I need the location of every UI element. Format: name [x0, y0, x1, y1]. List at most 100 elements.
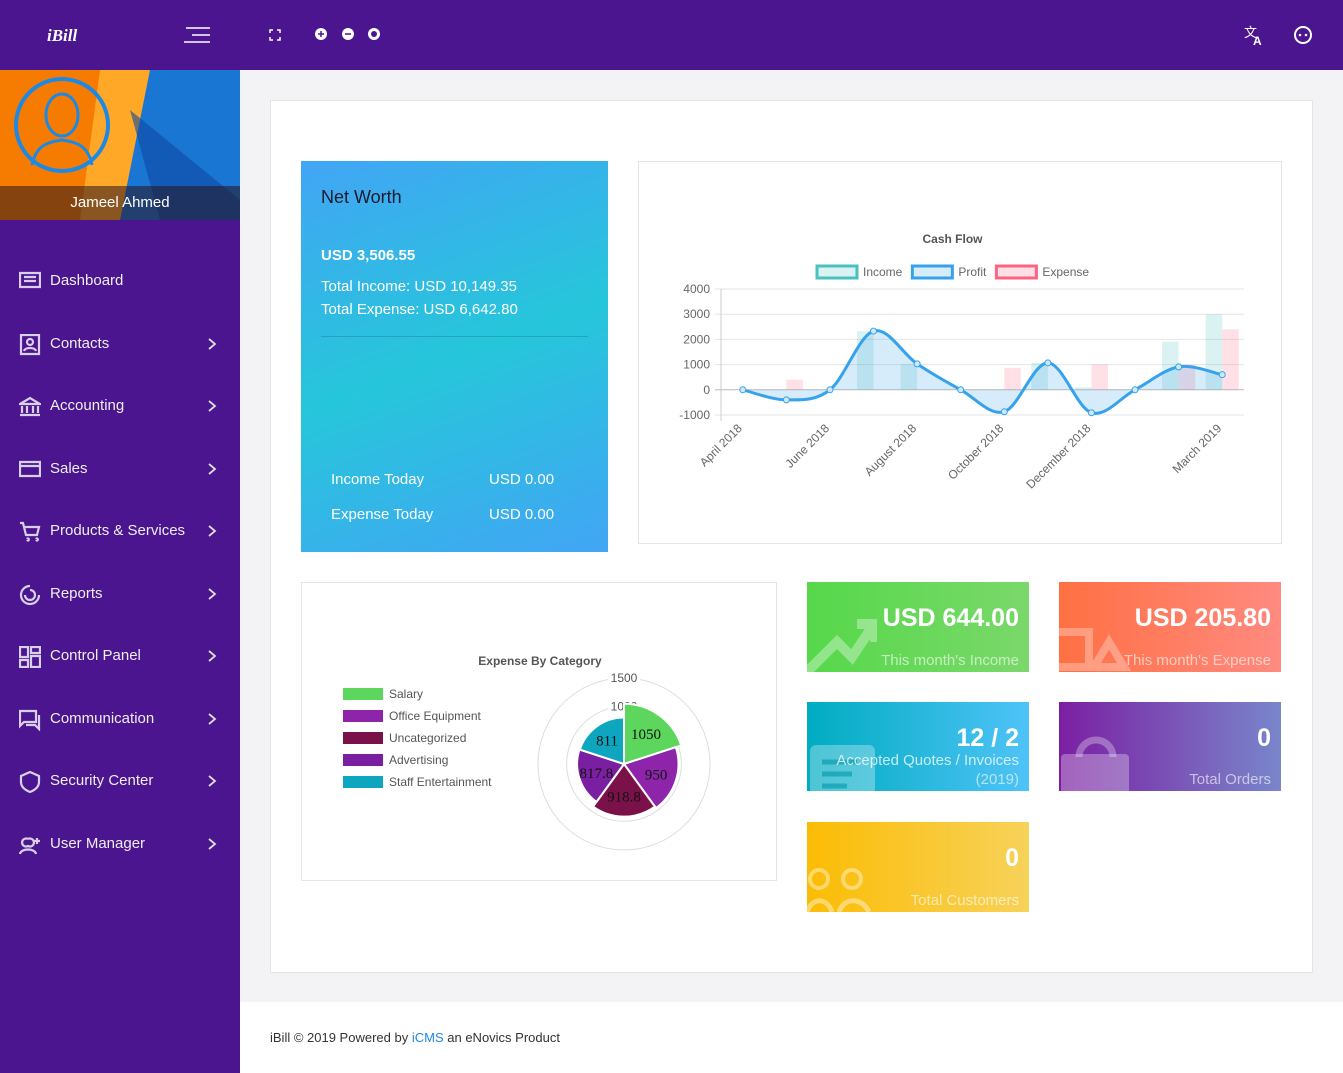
sector	[578, 716, 625, 766]
r-tick-label: 1500	[611, 671, 638, 685]
point	[957, 386, 965, 394]
submenu-arrow	[208, 525, 217, 537]
stat-icon	[1059, 628, 1132, 671]
menu-icon	[19, 396, 41, 417]
legend-label: Advertising	[389, 753, 448, 767]
menu-icon	[19, 333, 41, 355]
bar	[856, 331, 874, 390]
menu-icon	[19, 460, 41, 477]
menu-toggle[interactable]	[182, 26, 212, 46]
bar	[1004, 367, 1021, 390]
language-icon[interactable]: 文A	[1244, 25, 1266, 47]
menu-item[interactable]: Security Center	[0, 761, 240, 801]
menu-label[interactable]: Products & Services	[50, 522, 186, 539]
profile-banner	[0, 70, 240, 220]
stat-value: USD 644.00	[882, 604, 1019, 632]
total-expense: Total Expense: USD 6,642.80	[321, 301, 518, 318]
total-income: Total Income: USD 10,149.35	[321, 278, 517, 295]
point	[782, 396, 790, 404]
chart-title: Expense By Category	[478, 654, 602, 668]
footer-suffix: an eNovics Product	[447, 1030, 560, 1045]
user-name: Jameel Ahmed	[70, 194, 170, 211]
submenu-arrow	[208, 337, 217, 350]
stat-card: 12 / 2 Accepted Quotes / Invoices (2019)	[807, 702, 1029, 791]
menu-icon	[19, 771, 41, 793]
legend-swatch	[343, 688, 383, 700]
menu-item[interactable]: Reports	[0, 574, 240, 614]
point	[870, 327, 878, 335]
menu-item[interactable]: User Manager	[0, 824, 240, 864]
menu-label[interactable]: User Manager	[50, 834, 146, 852]
zoom-icons[interactable]	[313, 27, 383, 43]
point	[913, 360, 921, 368]
stat-icon	[807, 619, 877, 672]
legend-swatch	[994, 264, 1038, 280]
submenu-arrow	[208, 775, 217, 787]
menu-item[interactable]: Sales	[0, 449, 240, 489]
menu-label[interactable]: Security Center	[50, 772, 154, 789]
stat-label: Accepted Quotes / Invoices	[836, 752, 1019, 769]
legend-label: Expense	[1042, 265, 1089, 279]
menu-label[interactable]: Contacts	[50, 334, 110, 352]
x-tick-label: April 2018	[697, 421, 745, 469]
menu-icon	[19, 836, 40, 854]
stat-sublabel: (2019)	[975, 771, 1019, 788]
y-tick-label: 3000	[683, 307, 710, 321]
stat-label: This month's Income	[881, 652, 1019, 669]
y-tick-label: 4000	[683, 282, 710, 296]
menu-label[interactable]: Sales	[50, 459, 88, 477]
legend-swatch	[343, 732, 383, 744]
fullscreen-icon[interactable]	[268, 28, 282, 42]
stat-card: USD 205.80 This month's Expense	[1059, 582, 1281, 672]
menu-label[interactable]: Communication	[50, 709, 155, 727]
menu-label[interactable]: Control Panel	[50, 647, 141, 664]
data-label: 918.8	[607, 790, 641, 806]
legend-label: Salary	[389, 687, 423, 701]
legend-label: Income	[863, 265, 903, 279]
data-label: 811	[596, 734, 618, 750]
menu-item[interactable]: Contacts	[0, 324, 240, 364]
bar	[1162, 341, 1179, 390]
bar	[1178, 364, 1196, 390]
bar	[900, 363, 918, 390]
chart-title: Cash Flow	[922, 232, 983, 246]
submenu-arrow	[208, 462, 217, 475]
net-worth-card: Net Worth USD 3,506.55 Total Income: USD…	[301, 161, 608, 552]
menu-item[interactable]: Communication	[0, 699, 240, 739]
legend-swatch	[815, 264, 859, 280]
stat-label: This month's Expense	[1123, 652, 1271, 669]
income-today: USD 0.00	[489, 471, 555, 488]
legend-label: Office Equipment	[389, 709, 481, 723]
bar	[786, 379, 803, 390]
menu-item[interactable]: Accounting	[0, 386, 240, 426]
point	[1044, 359, 1052, 367]
menu-icon	[19, 584, 41, 605]
legend-swatch	[343, 710, 383, 722]
point	[826, 386, 834, 394]
stat-value: 0	[1005, 844, 1019, 872]
profile-icon[interactable]	[1293, 25, 1313, 45]
card-title: Net Worth	[321, 187, 402, 207]
menu-item[interactable]: Dashboard	[0, 261, 240, 301]
menu-icon	[20, 521, 41, 542]
legend-label: Uncategorized	[389, 731, 466, 745]
cash-flow-card: Cash Flow Income Profit Expense -1000 0 1000 20…	[638, 161, 1282, 544]
menu-icon	[19, 271, 41, 289]
menu-item[interactable]: Control Panel	[0, 636, 240, 676]
x-tick-label: October 2018	[945, 421, 1007, 483]
point	[1131, 386, 1139, 394]
menu-label[interactable]: Dashboard	[50, 272, 124, 289]
brand[interactable]: iBill	[47, 26, 78, 45]
stat-icon	[810, 745, 875, 791]
data-label: 817.8	[579, 766, 613, 782]
menu-label[interactable]: Reports	[50, 584, 103, 602]
footer-link[interactable]: iCMS	[411, 1030, 444, 1045]
y-tick-label: 0	[703, 383, 710, 397]
menu-item[interactable]: Products & Services	[0, 511, 240, 551]
sector	[591, 762, 657, 818]
legend-swatch	[343, 776, 383, 788]
expense-category-card: Expense By Category Salary Office Equipmen…	[301, 582, 777, 881]
stat-label: Total Customers	[910, 892, 1019, 909]
menu-label[interactable]: Accounting	[50, 397, 125, 414]
